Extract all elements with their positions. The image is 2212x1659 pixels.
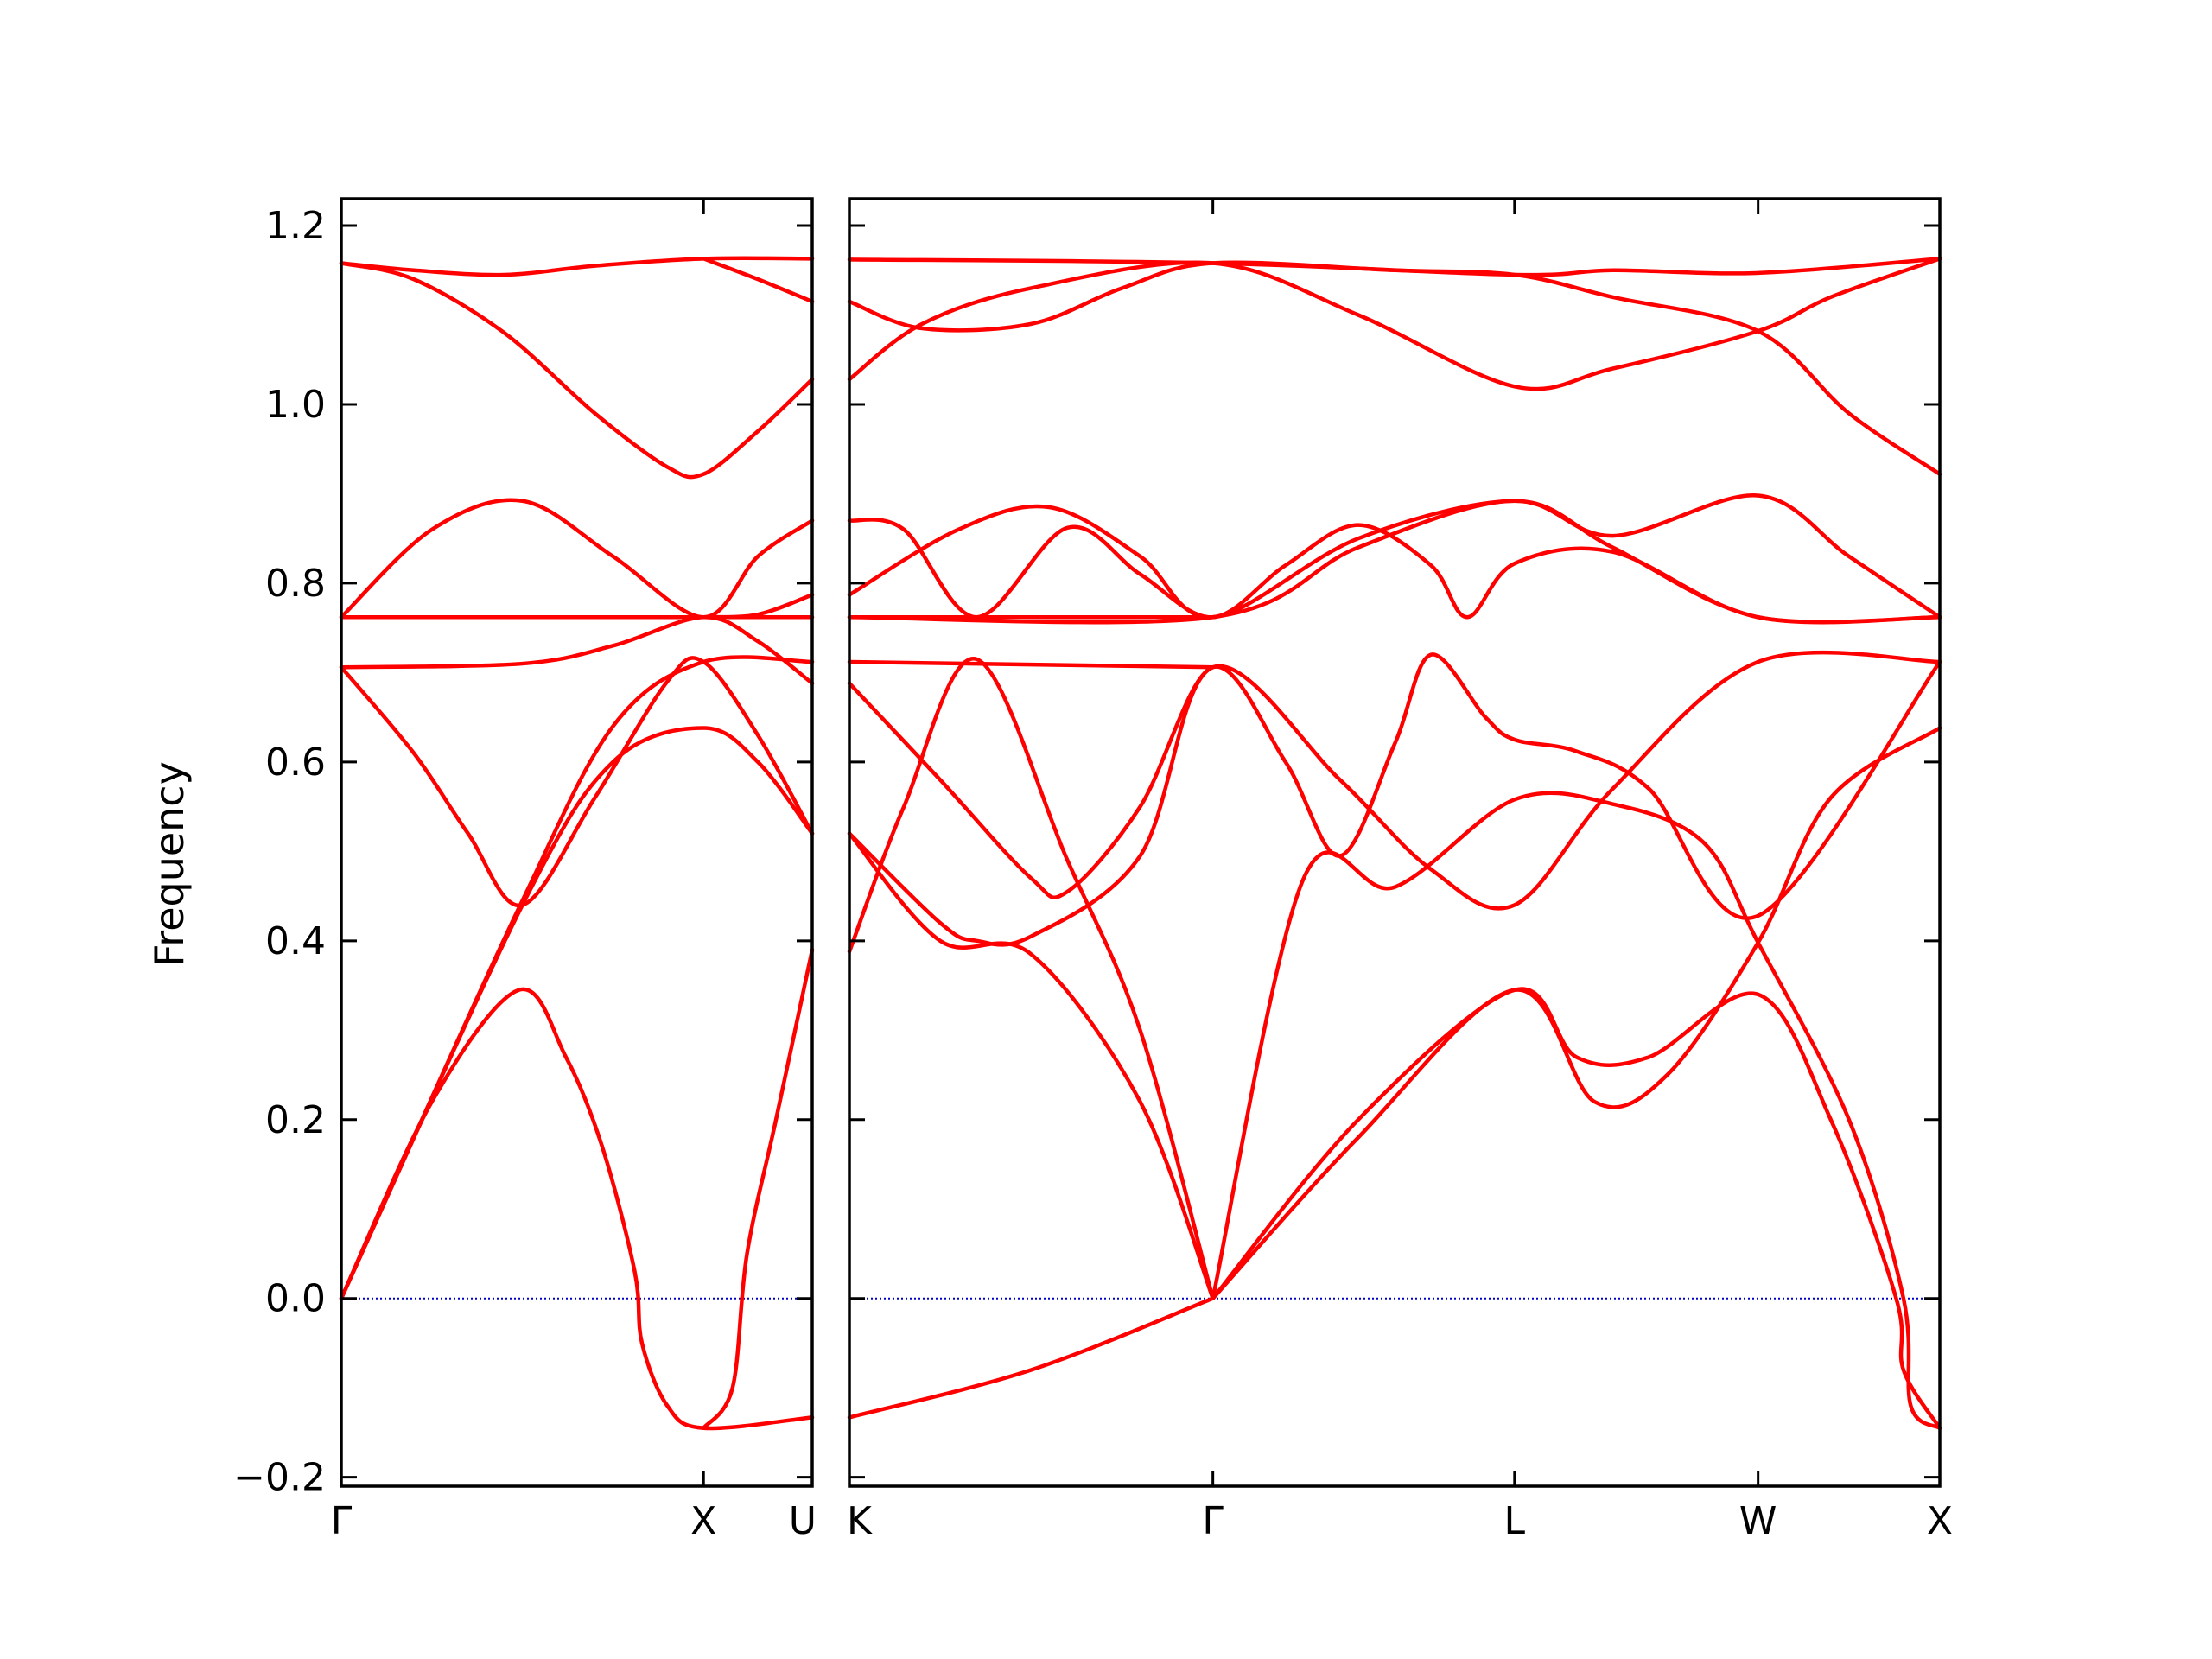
- ytick-label-2: 0.8: [265, 562, 326, 606]
- ytick-label-4: 0.4: [265, 919, 326, 963]
- right-band-1: [847, 257, 1942, 391]
- left-frame: [340, 197, 814, 1488]
- right-band-12: [1211, 791, 1942, 1430]
- right-band-8: [847, 652, 1942, 920]
- right-xtick-label-3: W: [1739, 1499, 1777, 1543]
- y-axis-label: Frequency: [146, 761, 193, 967]
- right-band-7: [847, 659, 1215, 670]
- right-band-13: [1211, 987, 1942, 1430]
- right-band-14: [1211, 726, 1942, 1300]
- left-band-1: [339, 261, 815, 480]
- right-frame: [848, 197, 1942, 1488]
- right-xtick-label-2: L: [1504, 1499, 1526, 1543]
- ytick-label-1: 1.0: [265, 383, 326, 427]
- left-xtick-label-0: Γ: [331, 1499, 353, 1543]
- ytick-label-7: −0.2: [233, 1456, 326, 1500]
- left-xtick-label-1: X: [690, 1499, 716, 1543]
- left-band-3: [339, 498, 815, 620]
- left-band-10: [339, 987, 815, 1431]
- right-band-15: [847, 1296, 1215, 1420]
- right-xtick-label-4: X: [1927, 1499, 1953, 1543]
- right-band-2: [847, 260, 1942, 476]
- y-axis-ticks: 1.2 1.0 0.8 0.6 0.4 0.2 0.0 −0.2: [233, 204, 326, 1500]
- ytick-label-5: 0.2: [265, 1098, 326, 1142]
- left-band-0: [339, 256, 815, 277]
- left-band-11: [701, 947, 815, 1430]
- right-band-5: [847, 499, 1942, 625]
- ytick-label-0: 1.2: [265, 204, 326, 248]
- left-band-7: [339, 656, 815, 908]
- left-xtick-label-2: U: [789, 1499, 817, 1543]
- right-band-10: [847, 657, 1215, 1300]
- right-band-4: [847, 493, 1942, 620]
- right-band-11: [847, 831, 1215, 1300]
- ytick-label-6: 0.0: [265, 1277, 326, 1321]
- left-band-6: [339, 614, 815, 686]
- left-band-2: [701, 257, 815, 304]
- ytick-label-3: 0.6: [265, 741, 326, 785]
- right-xtick-label-1: Γ: [1202, 1499, 1224, 1543]
- right-xtick-label-0: K: [847, 1499, 873, 1543]
- right-band-9: [847, 650, 1942, 947]
